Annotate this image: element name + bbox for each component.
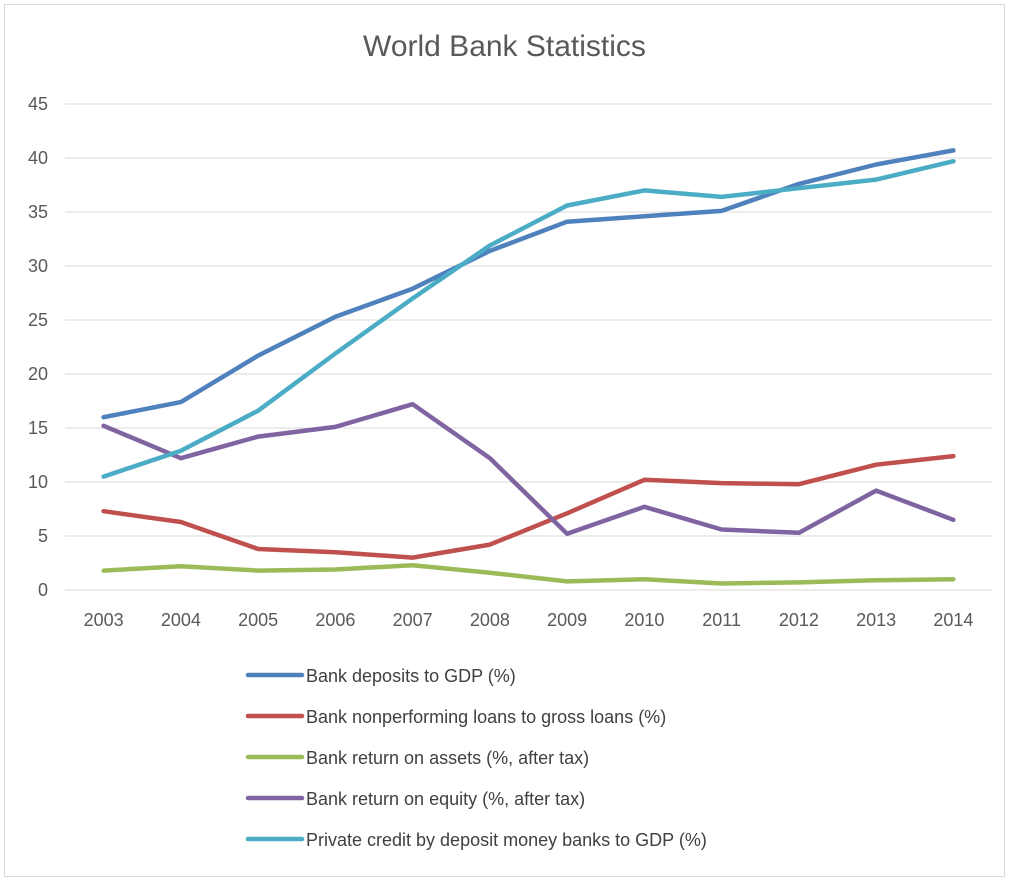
y-tick-label: 40 (28, 148, 48, 168)
legend-label-4: Bank return on equity (%, after tax) (306, 789, 585, 809)
legend-label-5: Private credit by deposit money banks to… (306, 830, 707, 850)
x-tick-label: 2012 (779, 610, 819, 630)
series-line-5 (101, 158, 956, 479)
y-tick-label: 45 (28, 94, 48, 114)
chart-frame (4, 4, 1005, 877)
y-tick-label: 5 (38, 526, 48, 546)
x-tick-label: 2014 (933, 610, 973, 630)
y-tick-label: 30 (28, 256, 48, 276)
y-tick-label: 10 (28, 472, 48, 492)
x-axis-tick-labels: 2003 2004 2005 2006 2007 2008 2009 2010 2011 2012… (84, 610, 974, 630)
x-tick-label: 2005 (238, 610, 278, 630)
y-tick-label: 35 (28, 202, 48, 222)
x-tick-label: 2006 (315, 610, 355, 630)
legend-label-2: Bank nonperforming loans to gross loans … (306, 707, 666, 727)
x-tick-label: 2009 (547, 610, 587, 630)
x-tick-label: 2013 (856, 610, 896, 630)
x-tick-label: 2007 (393, 610, 433, 630)
legend-label-1: Bank deposits to GDP (%) (306, 666, 516, 686)
series-line-4 (101, 401, 956, 537)
gridlines (65, 103, 992, 591)
chart-title: World Bank Statistics (363, 30, 646, 63)
y-tick-label: 20 (28, 364, 48, 384)
series-lines (101, 148, 956, 586)
x-tick-label: 2004 (161, 610, 201, 630)
x-tick-label: 2011 (702, 610, 741, 630)
series-line-2 (101, 453, 956, 560)
legend-label-3: Bank return on assets (%, after tax) (306, 748, 589, 768)
x-tick-label: 2003 (84, 610, 124, 630)
y-axis-tick-labels: 0 5 10 15 20 25 30 35 40 45 (28, 94, 48, 600)
x-tick-label: 2010 (624, 610, 664, 630)
legend: Bank deposits to GDP (%) Bank nonperformi… (245, 666, 707, 850)
x-tick-label: 2008 (470, 610, 510, 630)
y-tick-label: 25 (28, 310, 48, 330)
series-line-1 (101, 148, 956, 420)
series-line-3 (101, 562, 956, 586)
y-tick-label: 0 (38, 580, 48, 600)
y-tick-label: 15 (28, 418, 48, 438)
